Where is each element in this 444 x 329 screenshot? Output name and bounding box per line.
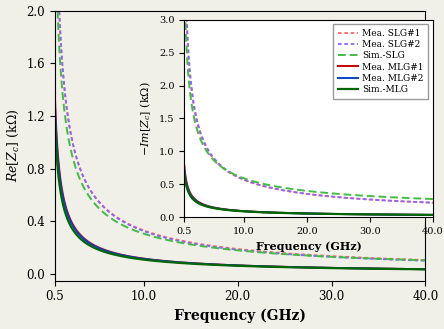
Y-axis label: $- Im[Z_c]$ (k$\Omega$): $- Im[Z_c]$ (k$\Omega$) bbox=[139, 81, 154, 156]
X-axis label: Frequency (GHz): Frequency (GHz) bbox=[256, 241, 361, 252]
X-axis label: Frequency (GHz): Frequency (GHz) bbox=[174, 309, 306, 323]
Y-axis label: $Re[Z_c]$ (k$\Omega$): $Re[Z_c]$ (k$\Omega$) bbox=[6, 109, 21, 182]
Legend: Mea. SLG#1, Mea. SLG#2, Sim.-SLG, Mea. MLG#1, Mea. MLG#2, Sim.-MLG: Mea. SLG#1, Mea. SLG#2, Sim.-SLG, Mea. M… bbox=[333, 24, 428, 99]
